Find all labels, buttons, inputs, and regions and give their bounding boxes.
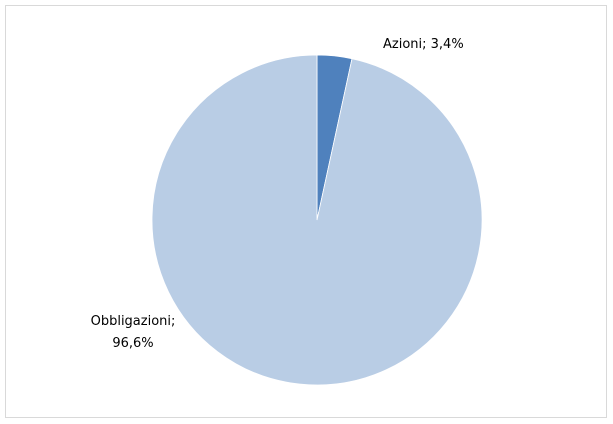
data-label-line: 96,6% — [112, 336, 153, 351]
pie-slice — [151, 54, 483, 386]
data-label: Azioni; 3,4% — [383, 37, 464, 52]
data-label-line: Obbligazioni; — [91, 314, 176, 329]
pie — [151, 54, 483, 386]
data-label: Obbligazioni; 96,6% — [91, 314, 176, 351]
